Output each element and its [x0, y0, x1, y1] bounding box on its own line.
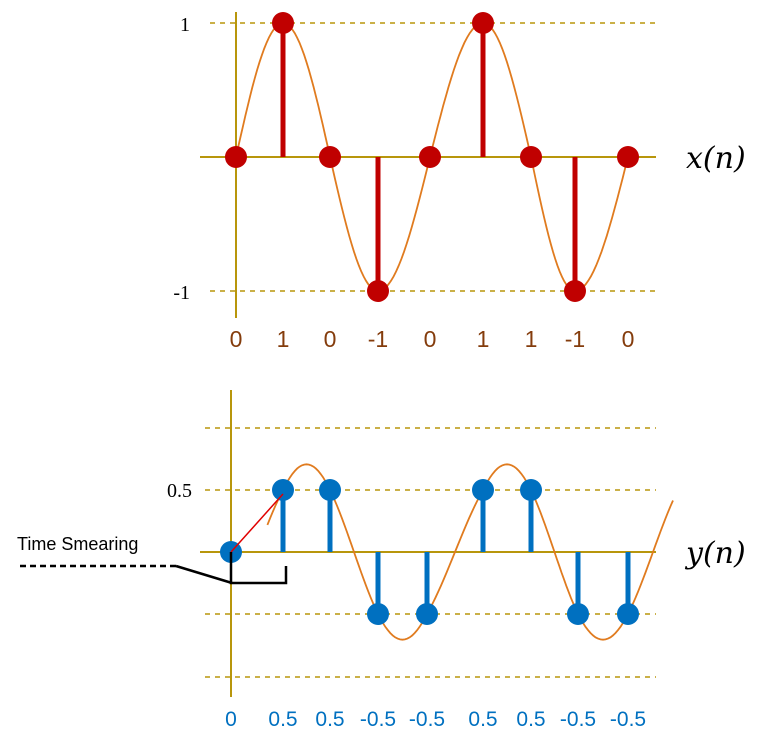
x-tick-label-top: 0 [424, 326, 437, 352]
smearing-connector [175, 564, 233, 585]
x-tick-label-top: 1 [525, 326, 538, 352]
series-label-y-of-n: y(n) [684, 536, 746, 571]
y-tick-label-bottom: 0.5 [167, 480, 192, 502]
chart-y-of-n: 0.5 0 0.5 0.5 -0.5 -0.5 0.5 0.5 -0.5 -0.5 y(n) T… [17, 390, 746, 731]
sample-point-x-3 [367, 280, 389, 302]
sample-point-x-6 [520, 146, 542, 168]
x-tick-label-bottom: 0 [225, 708, 237, 731]
time-smearing-label: Time Smearing [17, 534, 138, 554]
x-tick-label-bottom: -0.5 [360, 708, 396, 731]
x-tick-label-bottom: 0.5 [468, 708, 497, 731]
sample-point-y-3 [367, 603, 389, 625]
sample-point-x-8 [617, 146, 639, 168]
x-tick-label-bottom: 0.5 [516, 708, 545, 731]
sample-point-x-5 [472, 12, 494, 34]
x-tick-label-top: -1 [565, 326, 585, 352]
x-tick-label-top: 1 [277, 326, 290, 352]
y-tick-label-top: 1 [180, 14, 190, 36]
sample-point-x-7 [564, 280, 586, 302]
x-tick-label-top: 0 [622, 326, 635, 352]
x-tick-label-bottom: -0.5 [409, 708, 445, 731]
x-tick-label-bottom: 0.5 [315, 708, 344, 731]
sample-point-y-2 [319, 479, 341, 501]
x-tick-label-bottom: -0.5 [610, 708, 646, 731]
x-tick-label-top: 1 [477, 326, 490, 352]
series-label-x-of-n: x(n) [686, 141, 746, 176]
sample-point-y-4 [416, 603, 438, 625]
sample-point-y-1 [272, 479, 294, 501]
x-tick-label-bottom: 0.5 [268, 708, 297, 731]
smearing-red-line [230, 493, 284, 553]
sample-point-x-2 [319, 146, 341, 168]
sample-point-y-7 [567, 603, 589, 625]
sample-point-y-6 [520, 479, 542, 501]
chart-x-of-n: 1 -1 0 1 0 -1 0 1 1 -1 0 x(n) [173, 12, 746, 352]
sample-point-y-8 [617, 603, 639, 625]
sample-point-x-1 [272, 12, 294, 34]
sample-point-y-5 [472, 479, 494, 501]
y-tick-label-top: -1 [173, 282, 190, 304]
x-tick-label-bottom: -0.5 [560, 708, 596, 731]
x-tick-label-top: 0 [324, 326, 337, 352]
sample-point-x-4 [419, 146, 441, 168]
smearing-bracket [229, 552, 288, 585]
x-tick-label-top: 0 [230, 326, 243, 352]
sample-point-x-0 [225, 146, 247, 168]
x-tick-label-top: -1 [368, 326, 388, 352]
